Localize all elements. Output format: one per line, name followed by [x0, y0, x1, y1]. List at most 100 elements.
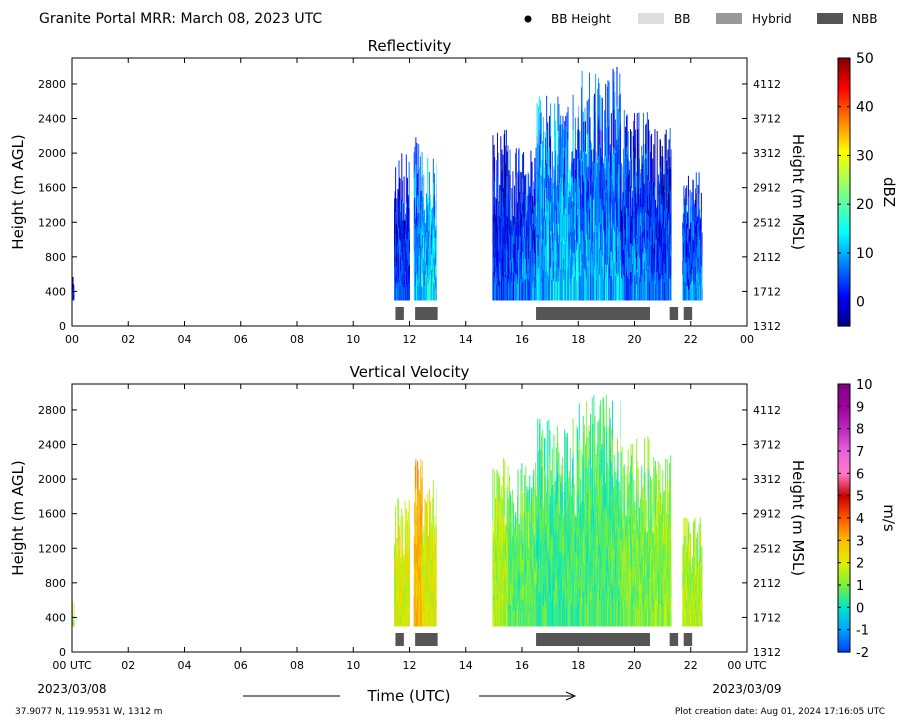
y-tick-label: 2400	[38, 439, 66, 452]
x-tick-label: 06	[234, 659, 248, 672]
y2-tick-label: 4112	[753, 404, 781, 417]
y2-tick-label: 1312	[753, 646, 781, 659]
legend-label: NBB	[852, 12, 877, 26]
x-tick-label: 08	[290, 659, 304, 672]
y-tick-label: 800	[45, 577, 66, 590]
y2-tick-label: 2512	[753, 216, 781, 229]
x-tick-label: 16	[515, 333, 529, 346]
arrow-head-icon	[565, 691, 577, 701]
bright-band-type-bar	[395, 633, 404, 646]
y2-tick-label: 2112	[753, 251, 781, 264]
x-tick-label: 02	[121, 659, 135, 672]
legend-item-bb: BB	[638, 12, 690, 26]
x-axis-label: Time (UTC)	[367, 687, 451, 705]
x-tick-label: 14	[459, 659, 473, 672]
echo-period	[536, 418, 579, 627]
y-tick-label: 0	[59, 646, 66, 659]
legend-item-nbb: NBB	[817, 12, 877, 26]
x-tick-label: 14	[459, 333, 473, 346]
y-tick-label: 2400	[38, 113, 66, 126]
legend-label: BB	[674, 12, 690, 26]
x-tick-label: 00	[740, 333, 754, 346]
y2-axis-label: Height (m MSL)	[789, 134, 807, 250]
colorbar-tick-label: 20	[856, 197, 874, 213]
y2-tick-label: 3712	[753, 113, 781, 126]
colorbar-tick-label: 2	[856, 557, 864, 572]
legend-swatch-icon	[817, 13, 843, 24]
y2-tick-label: 1312	[753, 320, 781, 333]
legend-swatch-icon	[638, 13, 664, 24]
y2-tick-label: 4112	[753, 78, 781, 91]
colorbar-tick-label: 0	[856, 295, 865, 311]
y2-axis-label: Height (m MSL)	[789, 460, 807, 576]
plot-creation-date: Plot creation date: Aug 01, 2024 17:16:0…	[675, 707, 885, 717]
echo-period	[649, 128, 672, 301]
colorbar-tick-label: 3	[856, 534, 864, 549]
x-tick-label: 06	[234, 333, 248, 346]
x-tick-label: 04	[178, 659, 192, 672]
y2-tick-label: 1712	[753, 611, 781, 624]
colorbar: -2 -1 0 1 2 3 4 5 6 7 8 9 10 m/s	[837, 378, 898, 661]
echo-period	[578, 394, 621, 627]
echo-period	[492, 457, 509, 627]
x-tick-label: 12	[403, 659, 417, 672]
colorbar-tick-label: 6	[856, 467, 864, 482]
y-axis-label: Height (m AGL)	[9, 460, 27, 575]
x-tick-label: 10	[346, 333, 360, 346]
y2-tick-label: 2112	[753, 577, 781, 590]
echo-period	[620, 436, 651, 627]
legend-item-hybrid: Hybrid	[716, 12, 792, 26]
bright-band-type-bar	[669, 633, 679, 646]
echo-period	[649, 455, 672, 627]
echo-period	[507, 147, 537, 301]
x-tick-label: 20	[628, 659, 642, 672]
station-location: 37.9077 N, 119.9531 W, 1312 m	[15, 707, 163, 717]
echo-period	[507, 462, 537, 627]
legend-label: Hybrid	[752, 12, 792, 26]
echo-period	[682, 172, 703, 301]
echo-period	[413, 137, 423, 301]
echo-period	[422, 479, 437, 627]
colorbar: 0 10 20 30 40 50 dBZ	[837, 51, 898, 327]
colorbar-tick-label: 50	[856, 51, 874, 67]
y-tick-label: 2800	[38, 404, 66, 417]
echo-field	[72, 66, 703, 301]
x-tick-label: 02	[121, 333, 135, 346]
colorbar-tick-label: 40	[856, 100, 874, 116]
y-tick-label: 1200	[38, 542, 66, 555]
echo-field	[72, 394, 703, 627]
bright-band-type-bar	[415, 633, 438, 646]
colorbar-tick-label: 1	[856, 579, 864, 594]
legend-swatch-icon	[716, 13, 742, 24]
legend-label: BB Height	[551, 12, 611, 26]
echo-period	[492, 129, 509, 301]
x-tick-label: 18	[571, 333, 585, 346]
x-tick-label: 18	[571, 659, 585, 672]
echo-period	[682, 517, 703, 627]
y-tick-label: 2000	[38, 473, 66, 486]
x-tick-label: 00 UTC	[52, 659, 92, 672]
bright-band-type-bar	[536, 307, 650, 320]
y2-tick-label: 1712	[753, 285, 781, 298]
bright-band-type-bar	[669, 307, 679, 320]
colorbar-tick-label: -1	[856, 624, 869, 639]
x-tick-label: 10	[346, 659, 360, 672]
y-tick-label: 800	[45, 251, 66, 264]
echo-period	[394, 153, 410, 301]
echo-period	[413, 459, 423, 627]
x-tick-label: 08	[290, 333, 304, 346]
y2-tick-label: 3312	[753, 473, 781, 486]
colorbar-tick-label: 10	[856, 378, 873, 393]
x-tick-label: 00 UTC	[727, 659, 767, 672]
y2-tick-label: 2912	[753, 182, 781, 195]
colorbar-frame	[837, 57, 851, 327]
y-tick-label: 1600	[38, 508, 66, 521]
y2-tick-label: 3312	[753, 147, 781, 160]
echo-period	[394, 498, 410, 627]
bright-band-type-bar	[536, 633, 650, 646]
y-tick-label: 400	[45, 285, 66, 298]
colorbar-tick-label: 7	[856, 445, 864, 460]
y2-tick-label: 3712	[753, 439, 781, 452]
